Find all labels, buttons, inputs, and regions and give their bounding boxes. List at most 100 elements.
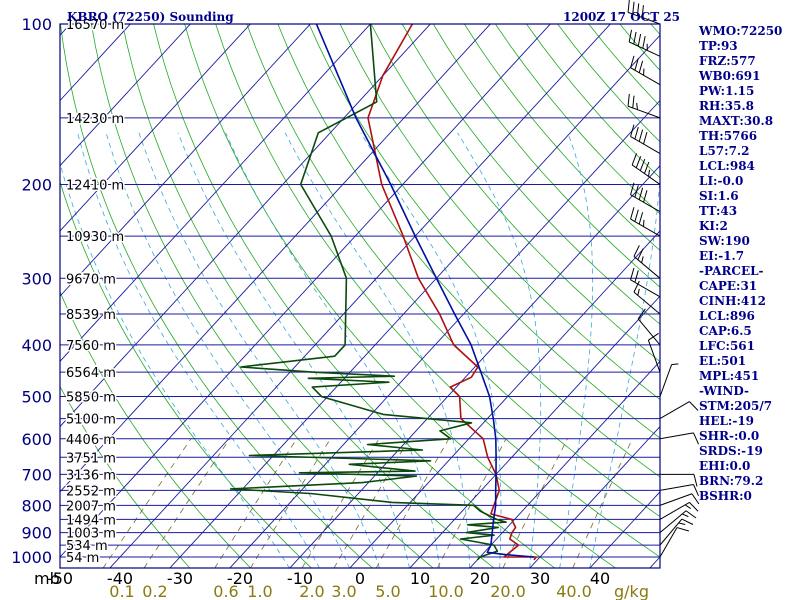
index-line: PW:1.15 (699, 84, 754, 98)
isotherm (529, 425, 660, 568)
wind-barb-staff (659, 484, 694, 491)
wind-barb (630, 124, 661, 154)
wind-barb-feather (643, 161, 650, 174)
mixing-ratio-line (572, 438, 633, 568)
wind-barb-feather (685, 510, 697, 519)
wind-barb (628, 29, 661, 57)
dry-adiabat (308, 24, 660, 439)
mixing-ratio-label: 0.1 (109, 582, 134, 600)
wind-barb (630, 207, 661, 237)
wind-barb-staff (631, 164, 661, 185)
mixing-ratio-label: 0.2 (142, 582, 167, 600)
dry-adiabat (370, 24, 660, 363)
wind-barb-staff (659, 518, 683, 546)
wind-barb-feather (630, 207, 635, 220)
wind-barb-feather (643, 132, 648, 145)
chart-grid (60, 24, 660, 568)
station-title: KBRO (72250) Sounding (67, 10, 234, 24)
wind-barb-feather (633, 31, 637, 45)
dry-adiabat (339, 24, 660, 401)
wind-barb-feather (641, 256, 644, 263)
wind-barb-staff (659, 432, 694, 440)
index-line: CAPE:31 (699, 279, 757, 293)
mixing-ratio-label: 0.6 (213, 582, 238, 600)
moist-adiabat (225, 132, 440, 568)
plot-frame (59, 23, 661, 569)
temperature-tick-label: 40 (590, 569, 610, 588)
wind-barb-feather (633, 280, 640, 293)
wind-barb-feather (693, 484, 699, 497)
chart-traces (229, 24, 538, 561)
wind-barb-feather (636, 102, 638, 110)
height-label: 5100 m (66, 413, 116, 428)
wind-barb-feather (689, 401, 699, 411)
wind-barb-feather (648, 332, 659, 341)
dry-adiabat (122, 24, 495, 568)
index-line: HEL:-19 (699, 414, 754, 428)
wind-barb-feather (630, 182, 635, 195)
index-line: SHR-:0.0 (699, 429, 759, 443)
isotherm (60, 24, 371, 363)
height-label: 4406 m (66, 433, 116, 448)
wind-barb-feather (634, 127, 639, 140)
isotherm (60, 24, 431, 428)
moist-adiabat (457, 132, 542, 568)
pressure-tick-label: 800 (21, 496, 52, 515)
index-line: LCL:984 (699, 159, 755, 173)
height-label: 8539 m (66, 308, 116, 323)
wind-barb-feather (637, 288, 640, 296)
wind-barb (633, 280, 661, 315)
dry-adiabat (401, 24, 660, 325)
wind-barb (659, 432, 699, 445)
wind-barb-feather (637, 308, 646, 320)
mixing-ratio-label: 1.0 (247, 582, 272, 600)
wind-barb (659, 501, 699, 520)
wind-barb (659, 527, 690, 558)
dry-adiabat (153, 24, 556, 568)
wind-barb-feather (681, 518, 694, 525)
height-label: 2552 m (66, 484, 116, 499)
height-label: 1003 m (66, 527, 116, 542)
index-line: RH:35.8 (699, 99, 754, 113)
wind-barb-staff (627, 105, 661, 119)
index-line: TP:93 (699, 39, 738, 53)
index-line: -WIND- (699, 384, 749, 398)
moist-adiabat (284, 132, 470, 568)
index-line: CINH:412 (699, 294, 766, 308)
wind-barb-feather (638, 129, 644, 142)
index-line: TH:5766 (699, 129, 757, 143)
isotherm (60, 24, 311, 297)
wind-barb-feather (634, 209, 639, 222)
isotherm (469, 360, 660, 568)
wind-barb-feather (638, 212, 644, 225)
temperature-tick-label: 20 (470, 569, 490, 588)
temperature-tick-label: -20 (227, 569, 253, 588)
wind-barb (659, 363, 679, 397)
height-label: 7560 m (66, 339, 116, 354)
temperature-tick-label: 30 (530, 569, 550, 588)
isotherm (109, 24, 611, 568)
sounding-time: 1200Z 17 OCT 25 (563, 10, 680, 24)
mixing-ratio-label: 20.0 (490, 582, 526, 600)
mixing-ratio-line (502, 438, 568, 568)
wind-barb (631, 153, 661, 185)
wind-barb-feather (638, 187, 644, 200)
index-line: LCL:896 (699, 309, 755, 323)
wind-barb (660, 473, 698, 487)
temperature-tick-label: -50 (47, 569, 73, 588)
wind-barb-feather (632, 95, 635, 108)
wind-barb-feather (634, 58, 639, 71)
pressure-tick-label: 700 (21, 465, 52, 484)
wind-barb-staff (659, 510, 687, 533)
wind-barb-staff (630, 218, 661, 237)
wind-barb-feather (630, 124, 635, 137)
wind-barb-feather (638, 60, 644, 73)
pressure-tick-label: 500 (21, 388, 52, 407)
height-label: 12410 m (66, 178, 124, 193)
pressure-axis-label: mb (34, 569, 60, 588)
index-line: TT:43 (699, 204, 737, 218)
wind-barb-feather (642, 36, 646, 49)
wind-barb-feather (693, 474, 698, 487)
